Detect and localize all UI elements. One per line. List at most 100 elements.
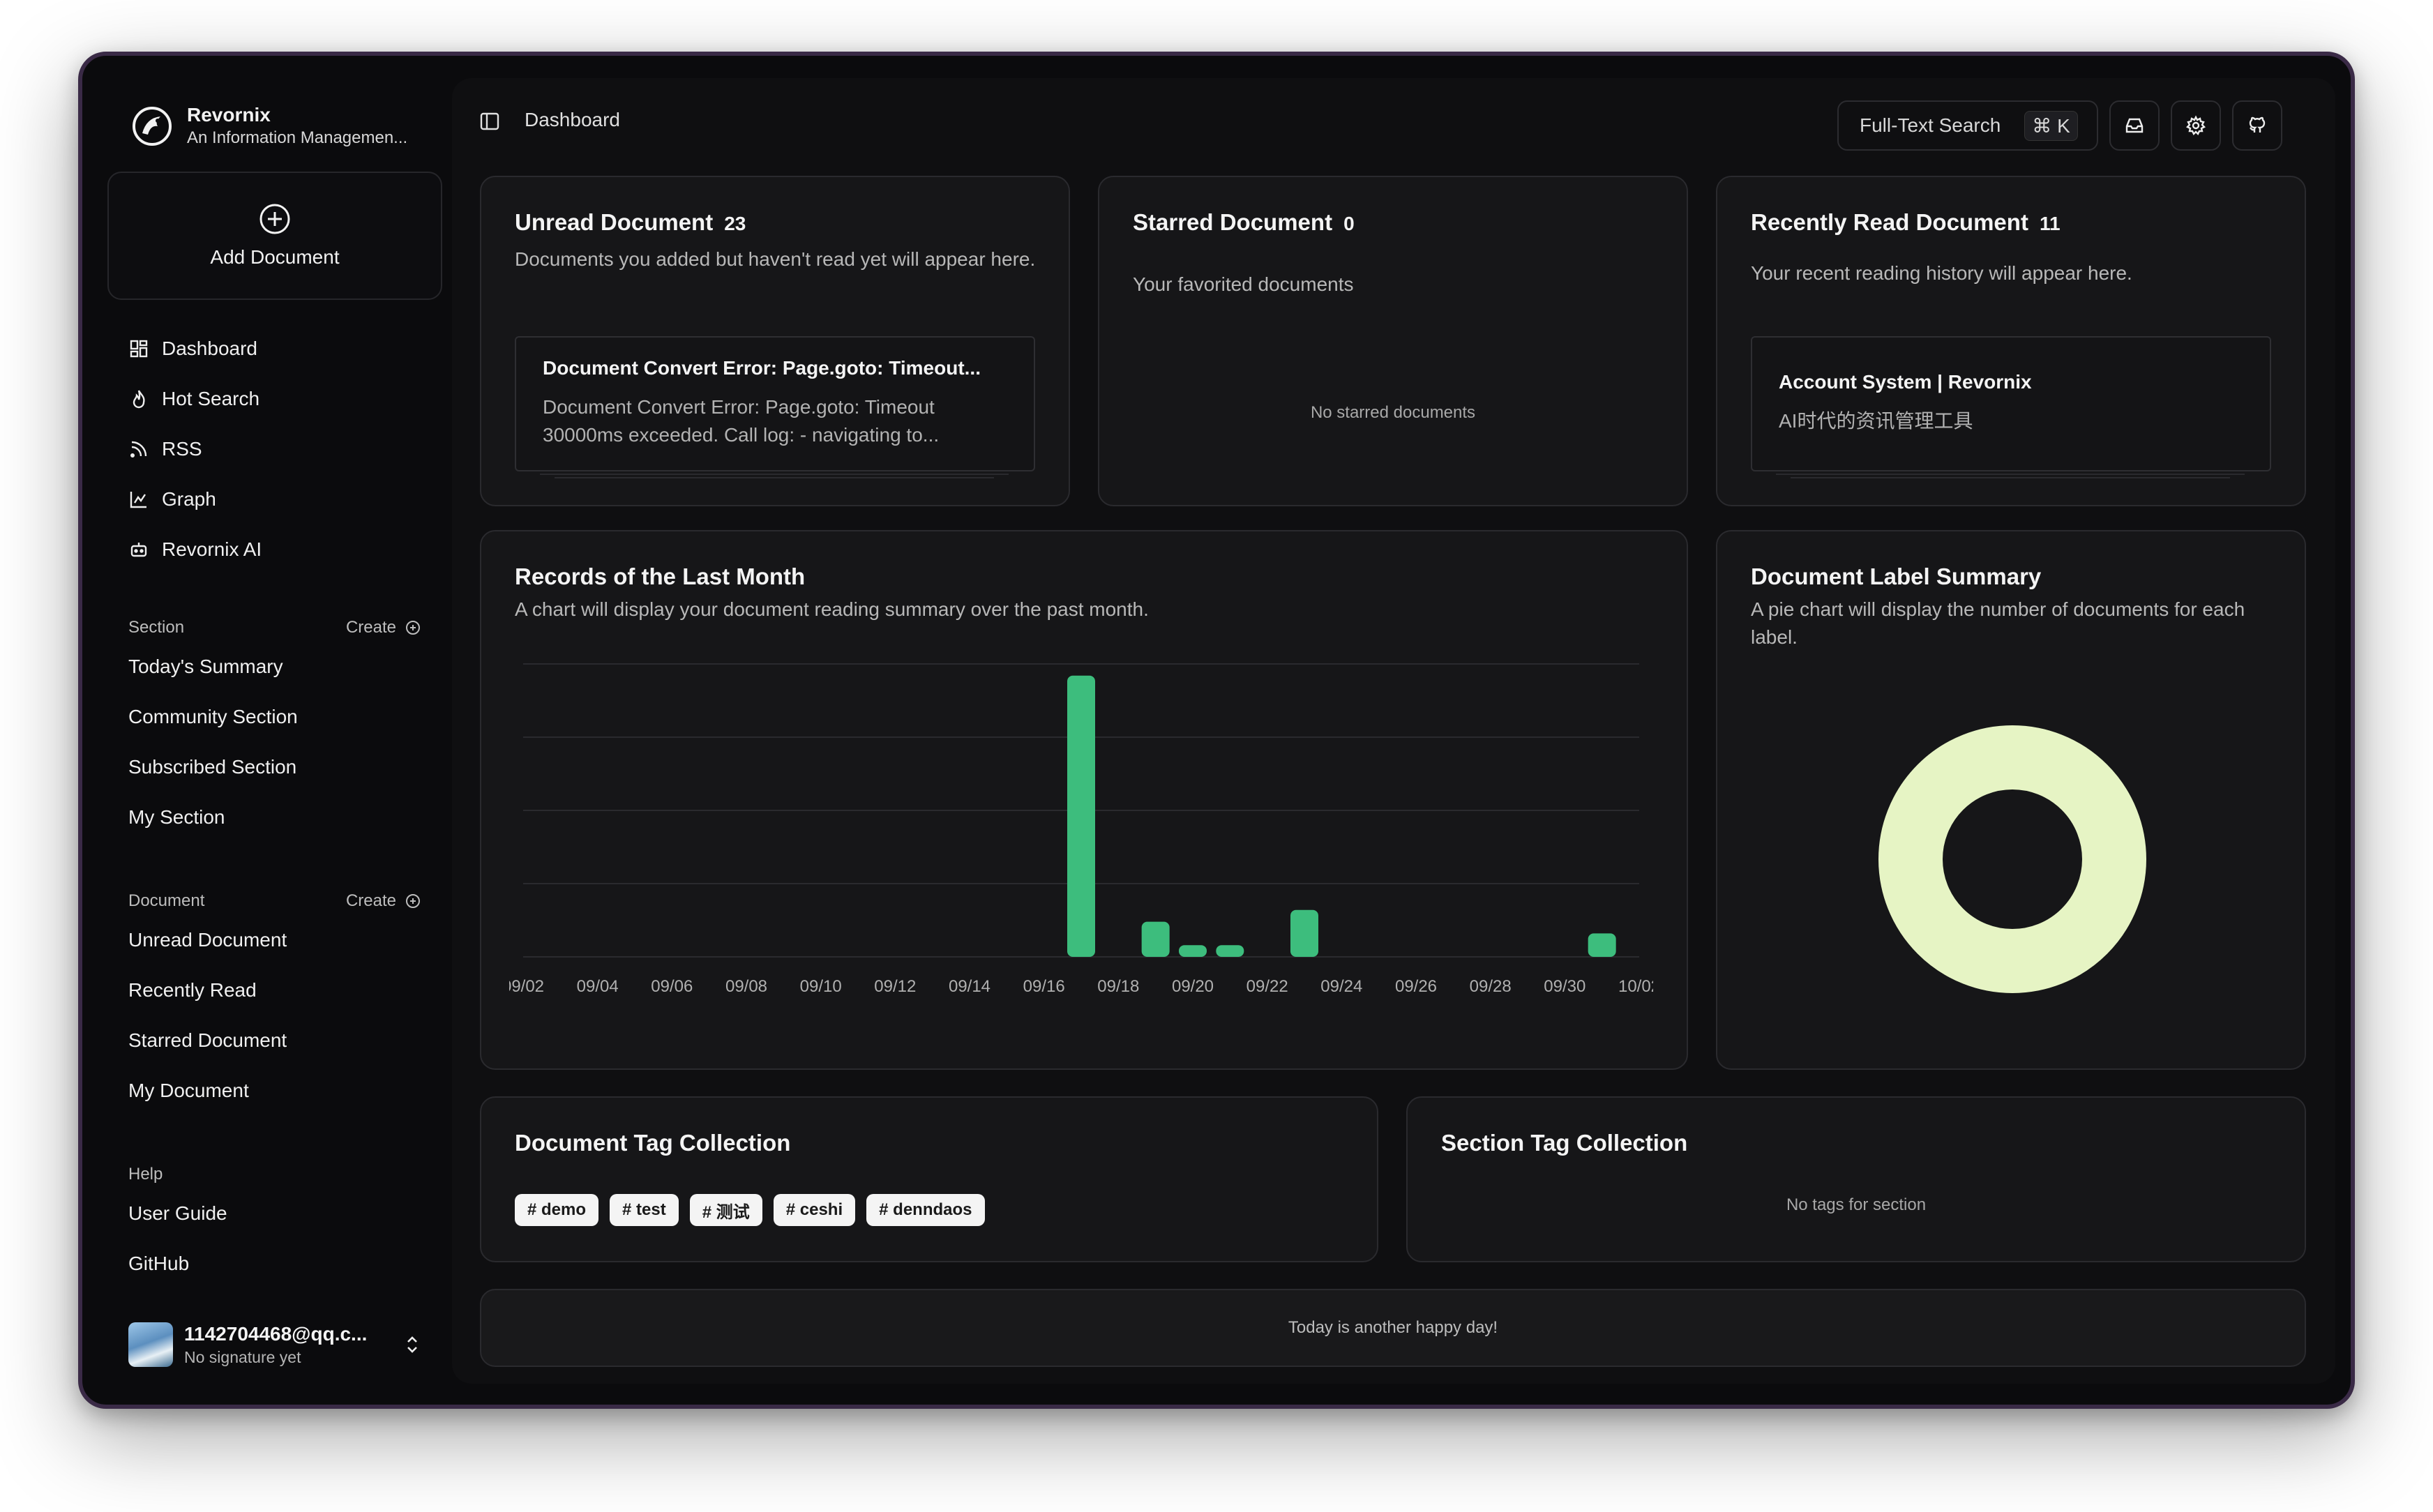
avatar [128,1322,173,1367]
x-tick-label: 09/22 [1246,977,1288,996]
tag-denndaos[interactable]: # denndaos [866,1194,985,1226]
sidebar-item-my-section[interactable]: My Section [128,806,225,828]
unread-document-item[interactable]: Document Convert Error: Page.goto: Timeo… [515,336,1035,471]
unread-document-card: Unread Document 23 Documents you added bu… [480,176,1070,506]
create-label: Create [345,891,396,910]
starred-document-card: Starred Document 0 Your favorited documen… [1098,176,1688,506]
section-tag-card: Section Tag Collection No tags for secti… [1406,1096,2306,1262]
recent-title: Recently Read Document [1751,209,2028,235]
sidebar-item-starred-document[interactable]: Starred Document [128,1029,287,1051]
nav-label: RSS [162,438,202,460]
nav-item-dashboard[interactable]: Dashboard [128,324,435,374]
document-title: Document Convert Error: Page.goto: Timeo… [543,357,981,379]
inbox-button[interactable] [2109,100,2160,151]
rss-icon [130,441,147,458]
bar-09/23[interactable] [1290,909,1318,957]
x-tick-label: 09/18 [1097,977,1139,996]
card-title: Recently Read Document 11 [1751,209,2061,236]
flame-icon [133,390,145,409]
bar-09/17[interactable] [1067,675,1095,957]
recently-read-card: Recently Read Document 11 Your recent rea… [1716,176,2306,506]
github-button[interactable] [2232,100,2282,151]
nav-item-graph[interactable]: Graph [128,474,435,524]
recent-description: Your recent reading history will appear … [1751,262,2132,284]
pie-slice[interactable] [1878,725,2146,993]
section-tags-empty-state: No tags for section [1786,1195,1927,1214]
unread-description: Documents you added but haven't read yet… [515,248,1036,270]
sidebar-item-unread-document[interactable]: Unread Document [128,929,287,951]
x-tick-label: 09/24 [1320,977,1362,996]
sidebar-item-subscribed-section[interactable]: Subscribed Section [128,756,297,778]
document-group-title: Document [128,891,205,910]
nav-item-rss[interactable]: RSS [128,424,435,474]
stack-decoration [530,471,1018,481]
x-tick-label: 09/12 [874,977,916,996]
plus-circle-icon [259,204,290,234]
chevrons-up-down-icon [407,1336,417,1353]
tag-ceshi[interactable]: # ceshi [773,1194,856,1226]
add-document-button[interactable]: Add Document [107,172,442,300]
nav-label: Hot Search [162,388,260,409]
search-label: Full-Text Search [1860,114,2001,136]
x-tick-label: 09/28 [1470,977,1512,996]
brand[interactable]: Revornix An Information Managemen... [131,103,407,149]
nav-label: Graph [162,488,216,510]
bar-09/19[interactable] [1141,921,1170,957]
x-tick-label: 09/10 [800,977,842,996]
nav-item-revornix-ai[interactable]: Revornix AI [128,524,435,575]
recent-count: 11 [2039,213,2061,234]
sidebar-item-my-document[interactable]: My Document [128,1080,249,1101]
bar-09/21[interactable] [1216,945,1244,957]
user-menu[interactable]: 1142704468@qq.c... No signature yet [128,1317,421,1373]
nav-item-hot-search[interactable]: Hot Search [128,374,435,424]
x-tick-label: 09/20 [1172,977,1214,996]
bar-10/01[interactable] [1588,933,1616,957]
starred-count: 0 [1343,213,1355,234]
nav-label: Dashboard [162,338,257,359]
x-tick-label: 09/08 [725,977,767,996]
tag-ceshi-cn[interactable]: # 测试 [689,1194,762,1226]
sidebar-item-github[interactable]: GitHub [128,1253,190,1274]
breadcrumb: Dashboard [525,109,620,130]
sidebar: Revornix An Information Managemen... Add… [82,56,452,1405]
records-bar-chart: 09/02 09/04 09/06 09/08 09/10 09/12 09/14 09/16… [509,663,1653,996]
full-text-search-button[interactable]: Full-Text Search ⌘ K [1837,100,2098,151]
create-section-button[interactable]: Create [346,618,421,637]
main-content: Dashboard Full-Text Search ⌘ K [452,78,2335,1384]
tag-list: # demo # test # 测试 # ceshi # denndaos [515,1194,996,1226]
records-chart-card: Records of the Last Month A chart will d… [480,530,1688,1070]
sidebar-toggle-icon[interactable] [479,110,501,133]
tag-test[interactable]: # test [610,1194,679,1226]
graph-icon [130,492,146,508]
x-tick-label: 09/26 [1395,977,1437,996]
revornix-logo-icon [133,107,172,146]
sidebar-item-recently-read[interactable]: Recently Read [128,979,257,1001]
github-icon [2249,116,2266,133]
doc-tags-title: Document Tag Collection [515,1130,791,1156]
sidebar-item-todays-summary[interactable]: Today's Summary [128,656,283,677]
add-document-label: Add Document [210,246,340,268]
sidebar-item-community-section[interactable]: Community Section [128,706,298,727]
bot-icon [130,543,147,557]
labels-description: A pie chart will display the number of d… [1751,598,2245,648]
plus-circle-icon [406,894,420,908]
recent-document-item[interactable]: Account System | Revornix AI时代的资讯管理工具 [1751,336,2271,471]
app-window: Revornix An Information Managemen... Add… [78,52,2355,1409]
bar-09/20[interactable] [1179,945,1207,957]
create-document-button[interactable]: Create [346,891,421,911]
x-tick-label: 09/16 [1023,977,1065,996]
records-description: A chart will display your document readi… [515,598,1149,620]
tag-demo[interactable]: # demo [515,1194,599,1226]
help-group-title: Help [128,1165,163,1184]
footer-text: Today is another happy day! [1288,1318,1498,1337]
main-nav: Dashboard Hot Search RSS Graph [128,324,435,575]
x-tick-label: 09/04 [577,977,619,996]
sidebar-item-user-guide[interactable]: User Guide [128,1202,227,1224]
footer-banner: Today is another happy day! [480,1289,2306,1367]
x-tick-label: 09/02 [509,977,544,996]
help-group: Help User Guide GitHub [128,1161,421,1289]
settings-button[interactable] [2171,100,2221,151]
help-group-header: Help [128,1161,421,1188]
user-signature: No signature yet [184,1347,301,1366]
section-group-header: Section Create [128,614,421,642]
